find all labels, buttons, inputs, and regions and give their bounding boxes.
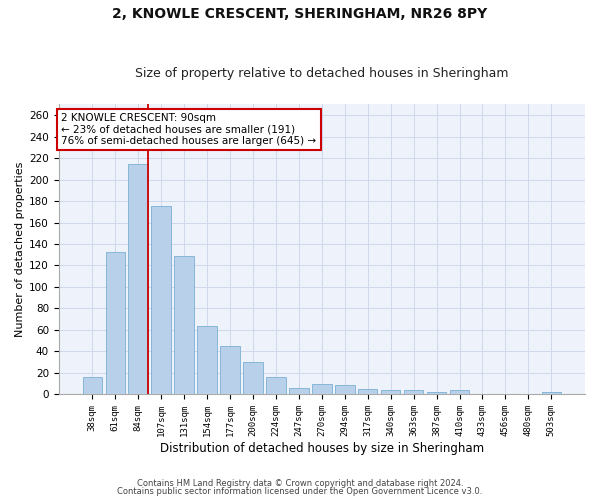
Bar: [197, 326, 217, 394]
Bar: [83, 378, 102, 394]
Bar: [289, 388, 308, 394]
Bar: [151, 206, 171, 394]
Bar: [335, 385, 355, 394]
Text: Contains HM Land Registry data © Crown copyright and database right 2024.: Contains HM Land Registry data © Crown c…: [137, 478, 463, 488]
Bar: [381, 390, 400, 394]
Bar: [220, 346, 240, 395]
Text: Contains public sector information licensed under the Open Government Licence v3: Contains public sector information licen…: [118, 487, 482, 496]
Bar: [404, 390, 424, 394]
Bar: [106, 252, 125, 394]
Bar: [427, 392, 446, 394]
Bar: [312, 384, 332, 394]
Title: Size of property relative to detached houses in Sheringham: Size of property relative to detached ho…: [135, 66, 509, 80]
Bar: [266, 378, 286, 394]
X-axis label: Distribution of detached houses by size in Sheringham: Distribution of detached houses by size …: [160, 442, 484, 455]
Bar: [243, 362, 263, 394]
Bar: [128, 164, 148, 394]
Bar: [358, 389, 377, 394]
Y-axis label: Number of detached properties: Number of detached properties: [15, 162, 25, 337]
Bar: [450, 390, 469, 394]
Bar: [175, 256, 194, 394]
Text: 2, KNOWLE CRESCENT, SHERINGHAM, NR26 8PY: 2, KNOWLE CRESCENT, SHERINGHAM, NR26 8PY: [112, 8, 488, 22]
Bar: [542, 392, 561, 394]
Text: 2 KNOWLE CRESCENT: 90sqm
← 23% of detached houses are smaller (191)
76% of semi-: 2 KNOWLE CRESCENT: 90sqm ← 23% of detach…: [61, 113, 316, 146]
